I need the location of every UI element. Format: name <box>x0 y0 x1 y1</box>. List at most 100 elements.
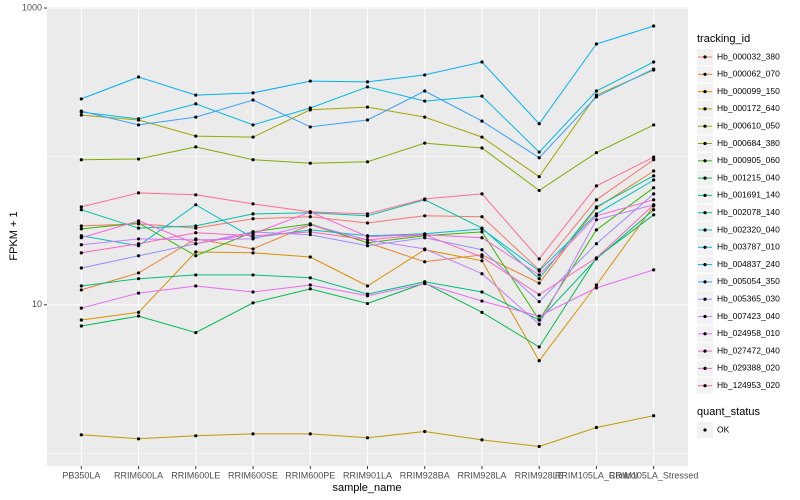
data-point <box>423 260 427 264</box>
data-point <box>480 299 484 303</box>
legend-label: Hb_000172_640 <box>717 103 780 113</box>
data-point <box>136 123 141 127</box>
data-point <box>251 251 255 255</box>
data-point <box>79 208 83 212</box>
data-point <box>480 94 484 98</box>
data-point <box>652 213 656 217</box>
legend-label: Hb_003787_010 <box>717 242 780 252</box>
data-point <box>594 242 599 246</box>
data-point <box>480 272 484 276</box>
data-point <box>480 438 484 442</box>
data-point <box>365 284 370 288</box>
data-point <box>194 115 198 119</box>
data-point <box>537 318 541 322</box>
data-point <box>423 429 427 434</box>
data-point <box>537 444 541 449</box>
legend-label: Hb_001691_140 <box>717 190 780 200</box>
data-point <box>251 202 255 206</box>
data-point <box>251 301 255 305</box>
data-point <box>480 248 484 252</box>
data-point <box>194 93 198 97</box>
data-point <box>365 294 370 298</box>
data-point <box>423 141 427 145</box>
data-point <box>480 119 484 123</box>
data-point <box>308 230 312 234</box>
data-point <box>652 198 656 202</box>
data-point <box>251 247 255 251</box>
data-point <box>79 324 83 328</box>
data-point <box>423 89 427 93</box>
data-point <box>194 102 198 106</box>
data-point <box>79 266 83 270</box>
legend-label: Hb_029388_020 <box>717 363 780 373</box>
data-point <box>652 178 656 182</box>
data-point <box>537 345 541 349</box>
data-point <box>194 273 198 277</box>
data-point <box>652 60 656 64</box>
x-tick-label: RRIM600PE <box>285 470 335 480</box>
data-point <box>136 314 141 318</box>
legend-point <box>703 211 707 215</box>
data-point <box>79 284 83 288</box>
data-point <box>594 228 599 232</box>
data-point <box>594 95 599 99</box>
x-tick-label: RRIM105LA_Stressed <box>609 470 699 480</box>
legend-label: Hb_000032_380 <box>717 51 780 61</box>
legend-point <box>703 297 707 301</box>
data-point <box>423 281 427 286</box>
legend-point <box>703 107 707 111</box>
data-point <box>308 223 312 227</box>
data-point <box>594 151 599 155</box>
x-tick-label: RRIM105LA_Control <box>555 470 638 480</box>
legend-label: Hb_000099_150 <box>717 86 780 96</box>
legend-label: Hb_007423_040 <box>717 311 780 321</box>
data-point <box>652 24 656 28</box>
y-tick-label: 1000 <box>22 2 42 12</box>
data-point <box>537 322 541 326</box>
data-point <box>79 97 83 101</box>
data-point <box>308 161 312 165</box>
data-point <box>79 288 83 292</box>
data-point <box>136 277 141 281</box>
data-point <box>594 205 599 209</box>
legend-point <box>703 176 707 180</box>
data-point <box>365 160 370 164</box>
data-point <box>594 89 599 93</box>
data-point <box>251 123 255 127</box>
data-point <box>365 85 370 89</box>
data-point <box>251 98 255 102</box>
data-point <box>136 219 141 223</box>
legend-point <box>703 124 707 128</box>
data-point <box>423 214 427 218</box>
data-point <box>652 158 656 162</box>
data-point <box>136 271 141 275</box>
data-point <box>194 242 198 246</box>
legend-label: OK <box>717 424 730 434</box>
data-point <box>423 233 427 237</box>
data-point <box>652 123 656 127</box>
data-point <box>480 255 484 259</box>
data-point <box>136 242 141 246</box>
data-point <box>251 432 255 436</box>
data-point <box>79 243 83 247</box>
data-point <box>652 186 656 190</box>
legend-label: Hb_005054_350 <box>717 276 780 286</box>
legend-point <box>703 366 707 370</box>
data-point <box>308 210 312 214</box>
data-point <box>308 432 312 436</box>
x-tick-label: RRIM600LA <box>114 470 163 480</box>
legend-label: Hb_000610_050 <box>717 120 780 130</box>
x-tick-label: RRIM901LA <box>343 470 392 480</box>
legend-point <box>703 263 707 267</box>
data-point <box>594 425 599 430</box>
data-point <box>251 212 255 216</box>
data-point <box>365 80 370 84</box>
data-point <box>365 301 370 306</box>
data-point <box>480 227 484 231</box>
data-point <box>365 238 370 242</box>
legend-label: Hb_004837_240 <box>717 259 780 269</box>
x-tick-label: RRIM928LA <box>457 470 506 480</box>
data-point <box>251 91 255 95</box>
data-point <box>537 293 541 297</box>
data-point <box>308 233 312 237</box>
